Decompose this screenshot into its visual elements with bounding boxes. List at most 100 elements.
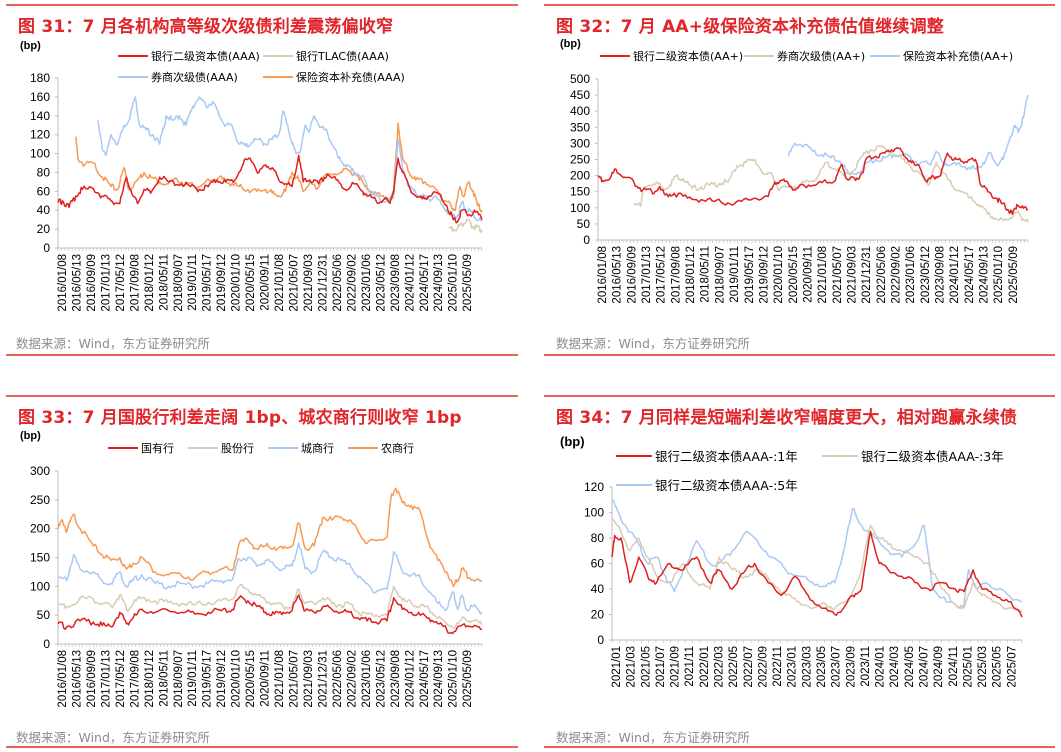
source-note: 数据来源：Wind，东方证券研究所	[16, 336, 210, 351]
chart-title: 图 33：7 月国股行利差走阔 1bp、城农商行则收窄 1bp	[18, 408, 462, 428]
chart-panel-fig32: 图 32：7 月 AA+级保险资本补充债估值继续调整 (bp) 银行二级资本债(…	[540, 0, 1061, 360]
x-tick-label: 2020/09/11	[802, 246, 814, 303]
x-tick-label: 2023/05/12	[375, 650, 387, 708]
x-tick-label: 2018/01/12	[144, 650, 156, 708]
x-tick-label: 2023/05	[816, 646, 828, 688]
x-tick-label: 2025/05/09	[462, 650, 474, 708]
legend-label: 券商次级债(AAA)	[151, 71, 238, 84]
x-tick-label: 2022/07	[743, 646, 755, 688]
x-tick-label: 2021/09/03	[303, 254, 315, 312]
x-tick-label: 2022/05/06	[876, 246, 888, 304]
series-line	[97, 96, 483, 223]
top-rule	[6, 4, 518, 6]
x-tick-label: 2017/01/13	[641, 246, 653, 304]
y-tick-label: 60	[591, 557, 605, 571]
y-tick-label: 450	[570, 88, 590, 102]
y-tick-label: 0	[43, 241, 50, 255]
legend-label: 银行TLAC债(AAA)	[296, 50, 389, 63]
y-tick-label: 180	[30, 71, 50, 85]
x-tick-label: 2018/01/12	[685, 246, 697, 304]
x-tick-label: 2022/09/02	[346, 650, 358, 708]
x-tick-label: 2024/07	[919, 646, 931, 688]
x-tick-label: 2023/05/12	[920, 246, 932, 304]
series-line	[57, 154, 483, 224]
x-tick-label: 2018/05/11	[158, 254, 170, 311]
x-tick-label: 2023/03	[801, 646, 813, 688]
y-axis-unit: (bp)	[560, 38, 581, 50]
x-tick-label: 2022/01	[699, 646, 711, 688]
y-tick-label: 400	[570, 104, 590, 118]
legend-swatch	[108, 447, 138, 449]
x-tick-label: 2024/01/12	[404, 650, 416, 708]
y-tick-label: 500	[570, 72, 590, 86]
x-tick-label: 2023/05/12	[375, 254, 387, 312]
x-tick-label: 2024/09/13	[979, 246, 991, 304]
y-tick-label: 80	[37, 165, 51, 179]
legend-swatch	[616, 454, 652, 457]
x-tick-label: 2017/05/12	[656, 246, 668, 304]
x-tick-label: 2019/01/11	[187, 254, 199, 311]
x-tick-label: 2016/05/13	[71, 254, 83, 312]
series-line	[57, 583, 483, 629]
x-tick-label: 2016/01/08	[57, 650, 69, 708]
y-tick-label: 0	[583, 233, 590, 247]
x-tick-label: 2022/05	[728, 646, 740, 688]
y-tick-label: 300	[30, 464, 50, 478]
x-tick-label: 2021/12/31	[317, 650, 329, 708]
legend-label: 券商次级债(AA+)	[777, 50, 866, 63]
series-line	[74, 122, 483, 213]
legend-label: 银行二级资本债AAA-:1年	[655, 449, 798, 464]
x-tick-label: 2022/05/06	[332, 650, 344, 708]
x-tick-label: 2024/01	[875, 646, 887, 688]
x-tick-label: 2019/01/11	[729, 246, 741, 303]
series-line	[633, 144, 1029, 223]
legend-swatch	[744, 55, 774, 57]
x-tick-label: 2020/05/15	[245, 254, 257, 312]
x-tick-label: 2020/01/10	[231, 650, 243, 708]
legend-item: 城商行	[268, 440, 334, 456]
x-tick-label: 2025/01/10	[993, 246, 1005, 304]
x-tick-label: 2021/12/31	[861, 246, 873, 304]
y-tick-label: 200	[30, 522, 50, 536]
x-tick-label: 2025/01/10	[448, 254, 460, 312]
legend-item: 股份行	[188, 440, 254, 456]
y-tick-label: 0	[43, 637, 50, 651]
legend-swatch	[822, 454, 858, 457]
legend-item: 银行二级资本债AAA-:3年	[822, 446, 1004, 465]
bottom-rule	[544, 746, 1055, 748]
y-tick-label: 160	[30, 90, 50, 104]
y-tick-label: 250	[570, 153, 590, 167]
x-tick-label: 2025/05/09	[1008, 246, 1020, 304]
legend-label: 国有行	[141, 442, 174, 455]
legend-swatch	[870, 55, 900, 57]
source-note: 数据来源：Wind，东方证券研究所	[556, 336, 750, 351]
y-tick-label: 20	[591, 608, 605, 622]
y-tick-label: 120	[30, 128, 50, 142]
x-tick-label: 2021/09	[670, 646, 682, 688]
series-line	[611, 518, 1023, 613]
y-tick-label: 60	[37, 184, 51, 198]
chart-panel-fig33: 图 33：7 月国股行利差走阔 1bp、城农商行则收窄 1bp (bp) 国有行…	[0, 390, 530, 752]
x-tick-label: 2021/01/08	[274, 254, 286, 312]
x-tick-label: 2019/05/17	[744, 246, 756, 304]
legend-swatch	[348, 447, 378, 449]
y-axis-unit: (bp)	[560, 434, 585, 449]
x-tick-label: 2019/09/12	[758, 246, 770, 304]
x-tick-label: 2018/01/12	[144, 254, 156, 312]
x-tick-label: 2022/09/02	[346, 254, 358, 312]
x-tick-label: 2024/05	[904, 646, 916, 688]
x-tick-label: 2023/01/06	[905, 246, 917, 304]
x-tick-label: 2018/05/11	[700, 246, 712, 303]
x-tick-label: 2023/01	[787, 646, 799, 688]
x-tick-label: 2021/05/07	[289, 254, 301, 312]
x-tick-label: 2020/05/15	[245, 650, 257, 708]
legend-swatch	[263, 55, 293, 57]
x-tick-label: 2022/11	[772, 646, 784, 687]
y-tick-label: 150	[30, 551, 50, 565]
source-note: 数据来源：Wind，东方证券研究所	[16, 730, 210, 745]
x-tick-label: 2018/05/11	[158, 650, 170, 707]
y-tick-label: 100	[584, 506, 604, 520]
x-tick-label: 2021/05	[640, 646, 652, 688]
x-tick-label: 2024/01/12	[404, 254, 416, 312]
legend-item: 银行二级资本债AAA-:1年	[616, 446, 798, 465]
